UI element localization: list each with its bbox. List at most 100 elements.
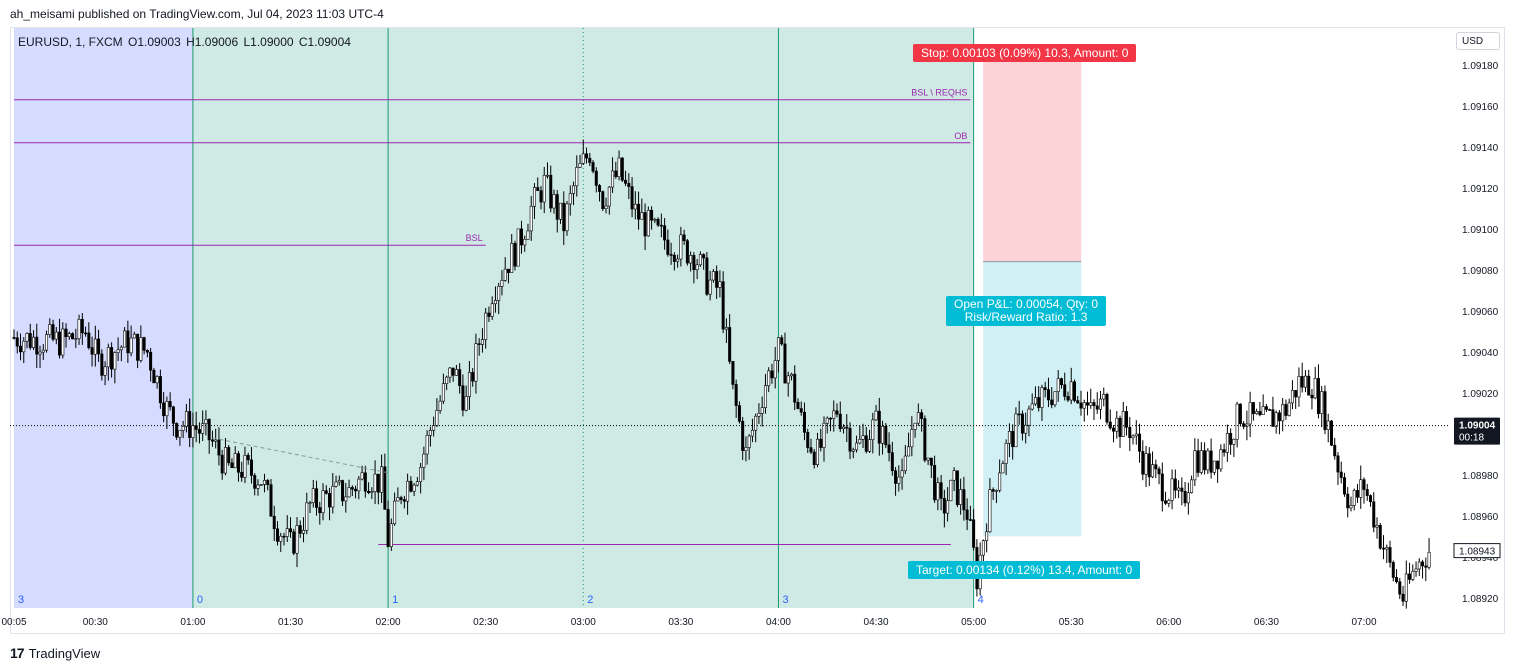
currency-button[interactable]: USD (1456, 32, 1500, 50)
candle-body (1398, 581, 1402, 595)
candle-body (363, 472, 367, 492)
position-zones (983, 50, 1082, 537)
candle-body (116, 349, 120, 353)
candle-body (272, 515, 276, 530)
candle-body (399, 497, 403, 500)
candle-body (819, 438, 823, 448)
candle-body (48, 324, 52, 335)
candle-body (1059, 378, 1063, 386)
candle-body (474, 343, 478, 382)
candle-body (402, 499, 406, 502)
candle-body (757, 412, 761, 417)
candle-body (331, 485, 335, 508)
candle-body (731, 361, 735, 385)
candle-body (347, 487, 351, 498)
candle-body (1395, 577, 1399, 582)
candle-body (1105, 394, 1109, 423)
high-value: H1.09006 (186, 35, 239, 49)
candle-body (724, 327, 728, 330)
candle-body (1303, 375, 1307, 388)
open-value: O1.09003 (128, 35, 181, 49)
candle-body (1112, 427, 1116, 432)
candle-body (702, 254, 706, 259)
candle-body (916, 412, 920, 424)
candle-body (285, 528, 289, 537)
candle-body (1186, 492, 1190, 504)
candle-body (1268, 409, 1272, 411)
candle-body (480, 339, 484, 345)
x-tick-label: 02:30 (473, 617, 498, 628)
candle-body (324, 490, 328, 494)
pnl-line: Open P&L: 0.00054, Qty: 0 (954, 297, 1099, 311)
candle-body (601, 191, 605, 210)
candle-body (1004, 443, 1008, 464)
candle-body (71, 333, 75, 340)
candle-body (367, 490, 371, 493)
candle-body (1242, 423, 1246, 427)
candle-body (181, 426, 185, 431)
candle-body (711, 271, 715, 281)
candle-body (806, 432, 810, 448)
candle-body (194, 425, 198, 430)
candle-body (923, 418, 927, 461)
candle-body (269, 484, 273, 517)
candle-body (598, 185, 602, 192)
candle-body (191, 425, 195, 438)
candle-body (308, 502, 312, 505)
candle-body (223, 447, 227, 474)
tradingview-logo[interactable]: 17 TradingView (10, 645, 100, 661)
candle-body (302, 530, 306, 534)
candle-body (454, 369, 458, 376)
candle-body (1024, 424, 1028, 434)
candle-body (637, 203, 641, 220)
candle-body (894, 470, 898, 484)
risk-reward-line: Risk/Reward Ratio: 1.3 (964, 310, 1088, 324)
candle-body (1372, 501, 1376, 528)
candle-body (243, 454, 247, 478)
x-tick-label: 06:00 (1156, 617, 1181, 628)
level-lines: BSL \ REQHS OB BSL (14, 88, 971, 545)
candle-body (106, 347, 110, 368)
candle-body (204, 419, 208, 424)
candle-body (988, 489, 992, 533)
candle-body (15, 337, 19, 347)
candle-body (822, 422, 826, 448)
candle-body (1092, 402, 1096, 407)
candle-body (1017, 413, 1021, 416)
candle-body (448, 367, 452, 378)
candle-body (97, 338, 101, 355)
candle-body (435, 410, 439, 426)
candle-body (295, 525, 299, 554)
candle-body (539, 190, 543, 203)
candle-body (786, 375, 790, 384)
candle-body (1125, 411, 1129, 428)
candle-body (1216, 460, 1220, 470)
candle-body (672, 254, 676, 262)
candle-body (812, 451, 816, 465)
candle-body (1095, 405, 1099, 410)
symbol-name[interactable]: EURUSD, 1, FXCM (18, 35, 123, 49)
stop-zone[interactable] (983, 50, 1082, 262)
candle-body (581, 153, 585, 164)
candle-body (197, 429, 201, 434)
candle-body (175, 423, 179, 438)
candle-body (487, 312, 491, 317)
right-price-value: 1.08943 (1459, 547, 1496, 558)
x-tick-label: 01:00 (180, 617, 205, 628)
candle-body (67, 333, 71, 338)
candle-body (663, 225, 667, 241)
session-number-label: 0 (197, 594, 203, 606)
candle-body (1196, 450, 1200, 473)
candle-body (162, 402, 166, 417)
candle-body (568, 193, 572, 205)
candle-body (965, 509, 969, 520)
candle-body (1401, 593, 1405, 602)
candle-body (842, 426, 846, 430)
y-tick-label: 1.09160 (1462, 102, 1499, 113)
candle-body (718, 281, 722, 288)
candle-body (633, 203, 637, 210)
candle-body (1378, 524, 1382, 549)
candle-body (1030, 403, 1034, 410)
trend-line[interactable] (212, 437, 389, 474)
